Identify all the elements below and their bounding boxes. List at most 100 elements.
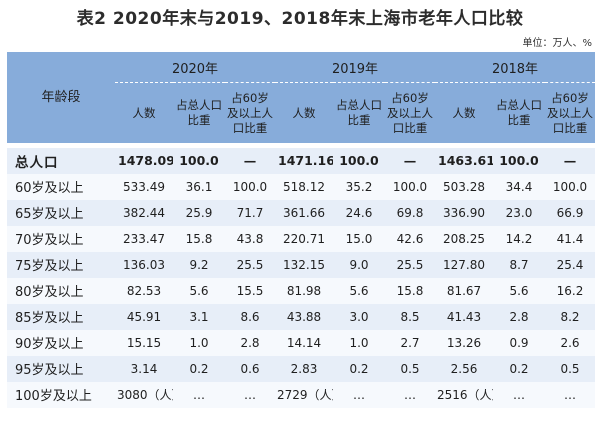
share-60plus-cell: 100.0 — [385, 173, 435, 200]
share-60plus-cell: 0.5 — [385, 355, 435, 382]
year-header-2020: 2020年 — [115, 52, 275, 83]
table-header: 年龄段 2020年 2019年 2018年 人数 占总人口比重 占60岁及以上人… — [7, 52, 595, 148]
table-row: 65岁及以上 382.44 25.9 71.7 361.66 24.6 69.8 336.90… — [7, 199, 595, 226]
share-60plus-cell: — — [385, 147, 435, 174]
table-row: 60岁及以上 533.49 36.1 100.0 518.12 35.2 100.0 503.… — [7, 173, 595, 200]
count-cell: 15.15 — [115, 329, 173, 356]
share-60plus-cell: 42.6 — [385, 225, 435, 252]
count-cell: 41.43 — [435, 303, 493, 330]
count-cell: 361.66 — [275, 199, 333, 226]
count-cell: 1478.09 — [115, 147, 173, 174]
count-cell: 82.53 — [115, 277, 173, 304]
unit-note: 单位：万人、% — [522, 38, 592, 49]
share-total-cell: 0.9 — [493, 329, 545, 356]
year-header-2018: 2018年 — [435, 52, 595, 83]
count-cell: 1471.16 — [275, 147, 333, 174]
share-60plus-cell: — — [225, 147, 275, 174]
count-cell: 13.26 — [435, 329, 493, 356]
share-total-cell: 5.6 — [173, 277, 225, 304]
share-total-cell: 8.7 — [493, 251, 545, 278]
share-total-cell: 100.0 — [333, 147, 385, 174]
share-total-cell: 1.0 — [173, 329, 225, 356]
count-cell: 45.91 — [115, 303, 173, 330]
share-total-cell: 5.6 — [333, 277, 385, 304]
share-total-cell: 100.0 — [493, 147, 545, 174]
share-60plus-header: 占60岁及以上人口比重 — [385, 82, 435, 143]
share-total-cell: … — [333, 381, 385, 408]
age-group-label: 90岁及以上 — [7, 329, 115, 356]
share-60plus-cell: 66.9 — [545, 199, 595, 226]
share-60plus-cell: 43.8 — [225, 225, 275, 252]
share-total-cell: 9.0 — [333, 251, 385, 278]
share-total-cell: 23.0 — [493, 199, 545, 226]
share-60plus-cell: 25.4 — [545, 251, 595, 278]
share-60plus-cell: 25.5 — [385, 251, 435, 278]
count-cell: 2.56 — [435, 355, 493, 382]
count-cell: 81.98 — [275, 277, 333, 304]
share-60plus-cell: … — [545, 381, 595, 408]
count-header: 人数 — [115, 82, 173, 143]
share-total-cell: 25.9 — [173, 199, 225, 226]
share-total-cell: 15.0 — [333, 225, 385, 252]
share-total-cell: 5.6 — [493, 277, 545, 304]
table-row: 95岁及以上 3.14 0.2 0.6 2.83 0.2 0.5 2.56 0.2 0.5 — [7, 355, 595, 382]
share-60plus-cell: 25.5 — [225, 251, 275, 278]
age-group-label: 75岁及以上 — [7, 251, 115, 278]
share-total-cell: 34.4 — [493, 173, 545, 200]
share-60plus-cell: 2.6 — [545, 329, 595, 356]
year-header-2019: 2019年 — [275, 52, 435, 83]
count-cell: 3.14 — [115, 355, 173, 382]
count-cell: 136.03 — [115, 251, 173, 278]
share-60plus-cell: 71.7 — [225, 199, 275, 226]
count-cell: 533.49 — [115, 173, 173, 200]
share-60plus-cell: 8.6 — [225, 303, 275, 330]
share-60plus-cell: 0.6 — [225, 355, 275, 382]
share-60plus-cell: 15.8 — [385, 277, 435, 304]
age-group-label: 60岁及以上 — [7, 173, 115, 200]
count-cell: 336.90 — [435, 199, 493, 226]
share-60plus-header: 占60岁及以上人口比重 — [225, 82, 275, 143]
share-60plus-cell: 8.2 — [545, 303, 595, 330]
count-cell: 2729（人） — [275, 381, 333, 408]
share-total-cell: 35.2 — [333, 173, 385, 200]
share-60plus-header: 占60岁及以上人口比重 — [545, 82, 595, 143]
age-group-label: 95岁及以上 — [7, 355, 115, 382]
share-total-cell: 100.0 — [173, 147, 225, 174]
age-group-label: 70岁及以上 — [7, 225, 115, 252]
count-cell: 1463.61 — [435, 147, 493, 174]
share-total-cell: … — [493, 381, 545, 408]
share-total-cell: 0.2 — [333, 355, 385, 382]
share-total-cell: 3.1 — [173, 303, 225, 330]
share-total-cell: 2.8 — [493, 303, 545, 330]
count-cell: 233.47 — [115, 225, 173, 252]
count-cell: 518.12 — [275, 173, 333, 200]
share-60plus-cell: 8.5 — [385, 303, 435, 330]
table-row: 100岁及以上3080（人）……2729（人）……2516（人）…… — [7, 381, 595, 408]
count-cell: 132.15 — [275, 251, 333, 278]
count-cell: 2516（人） — [435, 381, 493, 408]
table-row: 80岁及以上 82.53 5.6 15.5 81.98 5.6 15.8 81.67 5.6 16… — [7, 277, 595, 304]
age-group-label: 65岁及以上 — [7, 199, 115, 226]
share-total-cell: 3.0 — [333, 303, 385, 330]
age-group-header: 年龄段 — [7, 52, 115, 144]
share-total-cell: 24.6 — [333, 199, 385, 226]
share-60plus-cell: 0.5 — [545, 355, 595, 382]
count-cell: 3080（人） — [115, 381, 173, 408]
share-60plus-cell: 100.0 — [545, 173, 595, 200]
count-header: 人数 — [275, 82, 333, 143]
count-cell: 208.25 — [435, 225, 493, 252]
share-total-cell: 36.1 — [173, 173, 225, 200]
count-cell: 14.14 — [275, 329, 333, 356]
header-separator — [7, 143, 595, 148]
count-cell: 43.88 — [275, 303, 333, 330]
share-60plus-cell: 16.2 — [545, 277, 595, 304]
table-row: 70岁及以上 233.47 15.8 43.8 220.71 15.0 42.6 208.25… — [7, 225, 595, 252]
share-total-header: 占总人口比重 — [493, 82, 545, 143]
count-header: 人数 — [435, 82, 493, 143]
age-group-label: 80岁及以上 — [7, 277, 115, 304]
table-title: 表2 2020年末与2019、2018年末上海市老年人口比较 — [76, 9, 524, 29]
share-60plus-cell: 100.0 — [225, 173, 275, 200]
share-total-cell: 1.0 — [333, 329, 385, 356]
share-60plus-cell: 41.4 — [545, 225, 595, 252]
